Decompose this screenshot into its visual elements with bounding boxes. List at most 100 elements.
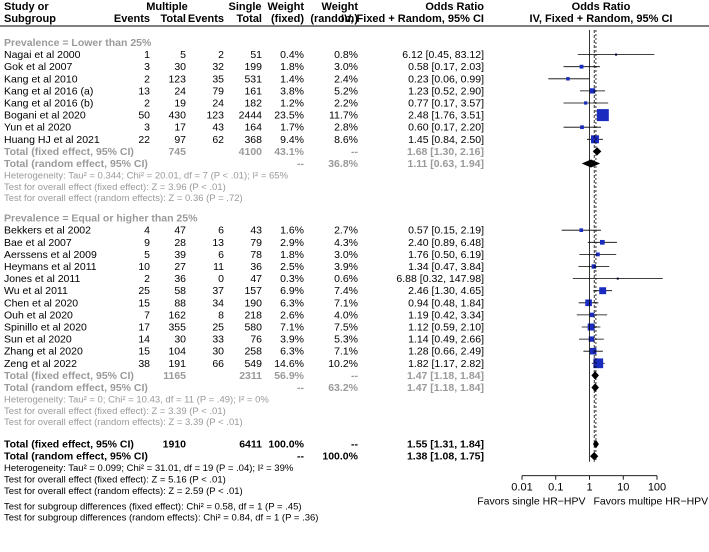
point-estimate: [615, 53, 618, 56]
subgroup-fixed-label: Total (fixed effect, 95% CI): [4, 146, 134, 158]
total-single: 76: [250, 334, 262, 346]
overall-fixed-diamond: [592, 439, 599, 449]
overall-random-odds-ratio: 1.38 [1.08, 1.75]: [407, 451, 484, 463]
events-multiple: 3: [144, 61, 150, 73]
study-name: Ouh et al 2020: [4, 309, 73, 321]
odds-ratio-ci: 1.28 [0.66, 2.49]: [408, 346, 484, 358]
total-multiple: 191: [168, 358, 186, 370]
total-single: 580: [244, 322, 262, 334]
events-single: 123: [206, 110, 224, 122]
events-multiple: 2: [144, 273, 150, 285]
events-single: 13: [212, 237, 224, 249]
events-single: 32: [212, 61, 224, 73]
weight-random: 2.4%: [334, 73, 358, 85]
overall-note: Test for overall effect (fixed effect): …: [4, 475, 226, 486]
events-multiple: 17: [138, 322, 150, 334]
subgroup-fixed-label: Total (fixed effect, 95% CI): [4, 370, 134, 382]
subgroup-title: Prevalence = Equal or higher than 25%: [4, 213, 198, 225]
study-name: Kang et al 2010: [4, 73, 78, 85]
odds-ratio-ci: 0.94 [0.48, 1.84]: [408, 297, 484, 309]
odds-ratio-ci: 1.23 [0.52, 2.90]: [408, 85, 484, 97]
events-single: 37: [212, 285, 224, 297]
overall-note: Test for overall effect (random effects)…: [4, 486, 243, 497]
events-multiple: 1: [144, 49, 150, 61]
subgroup-random-odds-ratio: 1.47 [1.18, 1.84]: [407, 382, 484, 394]
study-square: [589, 312, 595, 318]
total-single: 164: [244, 122, 262, 134]
events-multiple: 38: [138, 358, 150, 370]
header-ci-plot: IV, Fixed + Random, 95% CI: [530, 13, 673, 25]
total-multiple: 104: [168, 346, 186, 358]
events-multiple: 15: [138, 346, 150, 358]
weight-fixed: 0.4%: [280, 49, 304, 61]
study-name: Sun et al 2020: [4, 334, 72, 346]
total-single: 190: [244, 297, 262, 309]
total-multiple: 355: [168, 322, 186, 334]
weight-fixed: 6.3%: [280, 346, 304, 358]
total-multiple: 28: [174, 237, 186, 249]
header-multiple: Multiple: [146, 1, 188, 13]
weight-random: 7.1%: [334, 346, 358, 358]
events-multiple: 15: [138, 297, 150, 309]
total-single: 157: [244, 285, 262, 297]
weight-fixed: 23.5%: [274, 110, 304, 122]
study-name: Heymans et al 2011: [4, 261, 97, 273]
header-total-single: Total: [237, 13, 262, 25]
weight-fixed: 2.6%: [280, 309, 304, 321]
weight-random: 4.3%: [334, 237, 358, 249]
total-single: 258: [244, 346, 262, 358]
events-multiple: 2: [144, 73, 150, 85]
weight-fixed: 9.4%: [280, 134, 304, 146]
weight-random: 10.2%: [328, 358, 358, 370]
overall-fixed-weight-fixed: 100.0%: [268, 439, 304, 451]
odds-ratio-ci: 2.40 [0.89, 6.48]: [408, 237, 484, 249]
overall-random-weight-random: 100.0%: [322, 451, 358, 463]
weight-random: 2.2%: [334, 98, 358, 110]
weight-random: 7.4%: [334, 285, 358, 297]
weight-fixed: 14.6%: [274, 358, 304, 370]
weight-fixed: 3.8%: [280, 85, 304, 97]
header-or-plot: Odds Ratio: [572, 1, 631, 13]
header-or-text: Odds Ratio: [425, 1, 484, 13]
subgroup-heterogeneity: Heterogeneity: Tau² = 0.344; Chi² = 20.0…: [4, 170, 289, 181]
events-single: 79: [212, 85, 224, 97]
odds-ratio-ci: 1.14 [0.49, 2.66]: [408, 334, 484, 346]
header-ci-text: IV, Fixed + Random, 95% CI: [341, 13, 484, 25]
total-single: 79: [250, 237, 262, 249]
events-single: 6: [218, 225, 224, 237]
weight-random: 0.8%: [334, 49, 358, 61]
weight-fixed: 1.7%: [280, 122, 304, 134]
total-multiple: 47: [174, 225, 186, 237]
header-weight-random-sub: (random): [310, 13, 358, 25]
weight-random: 4.0%: [334, 309, 358, 321]
total-single: 218: [244, 309, 262, 321]
total-multiple: 30: [174, 61, 186, 73]
events-single: 11: [213, 261, 224, 273]
weight-random: 11.7%: [329, 110, 358, 122]
subgroup-fixed-odds-ratio: 1.68 [1.30, 2.16]: [407, 146, 484, 158]
weight-random: 8.6%: [334, 134, 358, 146]
overall-note: Test for subgroup differences (fixed eff…: [4, 501, 302, 512]
events-multiple: 5: [144, 249, 150, 261]
events-single: 2: [218, 49, 224, 61]
weight-random: 7.1%: [334, 297, 358, 309]
header-subgroup: Subgroup: [4, 13, 56, 25]
study-name: Wu et al 2011: [4, 285, 68, 297]
weight-fixed: 6.3%: [280, 297, 304, 309]
study-name: Bekkers et al 2002: [4, 225, 91, 237]
study-square: [599, 239, 605, 245]
x-tick-label: 1: [586, 482, 592, 494]
study-square: [579, 64, 584, 69]
subgroup-random-label: Total (random effect, 95% CI): [4, 158, 148, 170]
events-single: 8: [218, 309, 224, 321]
subgroup-title: Prevalence = Lower than 25%: [4, 37, 152, 49]
weight-random: 3.9%: [334, 261, 358, 273]
study-square: [596, 109, 609, 122]
header-single: Single: [228, 1, 261, 13]
total-multiple: 88: [174, 297, 186, 309]
weight-random: 0.6%: [334, 273, 358, 285]
study-square: [580, 125, 584, 130]
study-square: [591, 264, 596, 269]
subgroup-random-odds-ratio: 1.11 [0.63, 1.94]: [408, 158, 484, 170]
total-multiple: 162: [168, 309, 186, 321]
